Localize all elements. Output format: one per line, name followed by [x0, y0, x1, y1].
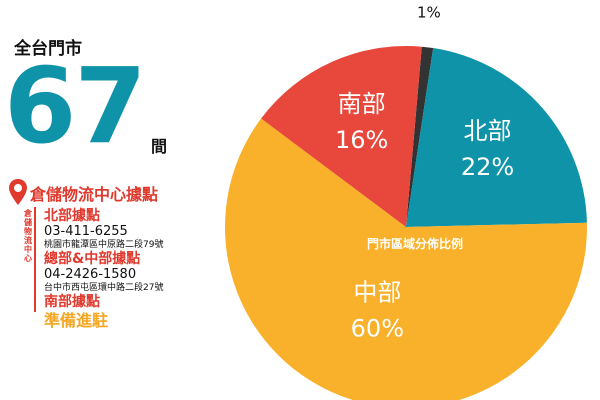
location-status: 準備進駐 — [44, 311, 109, 330]
location-name: 南部據點 — [44, 294, 100, 310]
location-address: 台中市西屯區環中路二段27號 — [44, 283, 164, 293]
location-address: 桃園市龍潭區中原路二段79號 — [44, 240, 164, 250]
pie-slices — [225, 46, 587, 400]
location-entry-south: 南部據點 準備進駐 — [44, 294, 230, 331]
chart-title: 門市區域分佈比例 — [367, 236, 463, 251]
logistics-location-list: 北部據點 03-411-6255 桃園市龍潭區中原路二段79號 總部&中部據點 … — [44, 208, 230, 331]
location-name: 北部據點 — [44, 208, 100, 224]
slice-label-value: 60% — [351, 315, 404, 343]
location-phone: 04-2426-1580 — [44, 267, 137, 282]
slice-label-value: 1% — [417, 3, 441, 21]
location-entry-central: 總部&中部據點 04-2426-1580 台中市西屯區環中路二段27號 — [44, 251, 230, 294]
total-stores-label: 全台門市 — [14, 39, 82, 59]
location-phone: 03-411-6255 — [44, 224, 128, 239]
pie-slice-1 — [406, 48, 587, 227]
store-unit-label: 間 — [151, 137, 168, 156]
slice-label-value: 16% — [335, 126, 388, 154]
pie-slice-0 — [406, 46, 434, 228]
logistics-vertical-label: 倉儲物流中心 — [24, 209, 32, 263]
store-summary-panel: 全台門市 67 間 倉儲物流中心據點 倉儲物流中心 北部據點 03-411-62… — [0, 0, 230, 400]
pie-slice-3 — [261, 46, 422, 228]
logistics-divider — [34, 207, 36, 312]
slice-label-name: 北部 — [464, 117, 512, 145]
slice-label-value: 22% — [461, 153, 514, 181]
slice-label-name: 中部 — [353, 279, 401, 307]
location-name: 總部&中部據點 — [44, 251, 141, 267]
total-stores-count: 67 — [4, 45, 147, 167]
logistics-title: 倉儲物流中心據點 — [30, 185, 159, 204]
pie-slice-2 — [225, 118, 587, 400]
slice-label-name: 南部 — [338, 90, 386, 118]
location-entry-north: 北部據點 03-411-6255 桃園市龍潭區中原路二段79號 — [44, 208, 230, 251]
location-pin-icon — [9, 179, 27, 205]
